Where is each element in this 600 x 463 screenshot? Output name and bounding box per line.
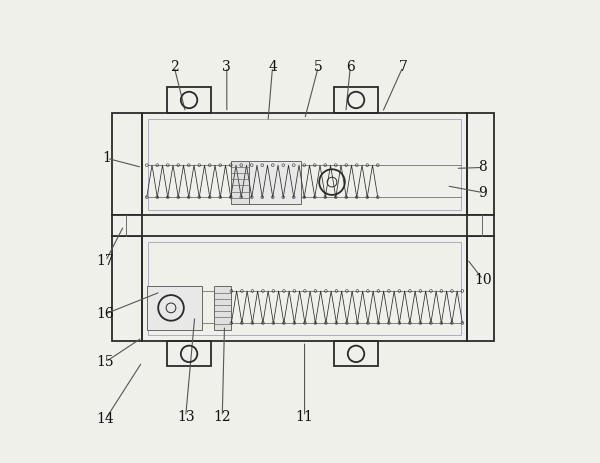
Text: 7: 7 — [398, 60, 407, 74]
Text: 11: 11 — [296, 410, 313, 424]
Bar — [112, 113, 142, 215]
Bar — [142, 113, 467, 215]
Text: 6: 6 — [346, 60, 355, 74]
Bar — [148, 119, 461, 210]
Bar — [112, 215, 142, 236]
Bar — [214, 287, 232, 330]
Text: 1: 1 — [103, 151, 112, 165]
Text: 14: 14 — [97, 412, 115, 426]
Bar — [167, 88, 211, 113]
Text: 4: 4 — [268, 60, 277, 74]
Bar — [467, 236, 494, 341]
Text: 9: 9 — [479, 186, 487, 200]
Text: 3: 3 — [223, 60, 231, 74]
Bar — [467, 215, 494, 236]
Bar — [232, 161, 249, 204]
Text: 8: 8 — [479, 161, 487, 175]
Text: 17: 17 — [97, 254, 115, 268]
Bar — [167, 341, 211, 366]
Bar — [148, 242, 461, 335]
Text: 13: 13 — [177, 410, 194, 424]
Text: 10: 10 — [474, 273, 492, 287]
Text: 15: 15 — [97, 355, 115, 369]
Text: 12: 12 — [214, 410, 231, 424]
Bar — [467, 113, 494, 215]
Bar — [334, 341, 378, 366]
Bar — [142, 236, 467, 341]
Bar — [112, 236, 142, 341]
Bar — [147, 287, 202, 330]
Text: 5: 5 — [314, 60, 323, 74]
Text: 16: 16 — [97, 307, 115, 321]
Bar — [249, 161, 301, 204]
Bar — [334, 88, 378, 113]
Text: 2: 2 — [170, 60, 179, 74]
